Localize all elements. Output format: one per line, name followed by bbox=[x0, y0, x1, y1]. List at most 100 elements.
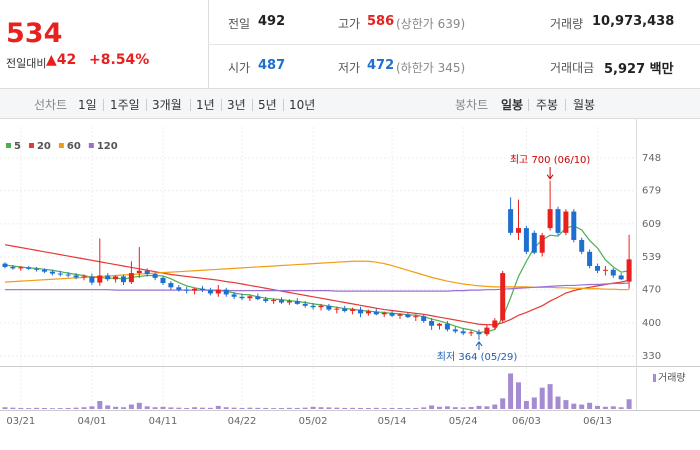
candle-body bbox=[286, 301, 292, 303]
volume-bar bbox=[105, 405, 111, 409]
period-button[interactable]: 3개월 bbox=[152, 98, 182, 112]
candle-body bbox=[271, 300, 277, 302]
x-tick-label: 03/21 bbox=[6, 416, 35, 427]
candle-body bbox=[121, 276, 126, 283]
stat-note: (상한가 639) bbox=[396, 17, 466, 31]
price: 534 bbox=[6, 18, 63, 49]
candle-body bbox=[389, 312, 395, 316]
separator bbox=[190, 99, 191, 111]
legend-swatch bbox=[58, 143, 64, 148]
candle-body bbox=[113, 276, 119, 280]
separator bbox=[565, 99, 566, 111]
separator bbox=[146, 99, 147, 111]
candle-period-button[interactable]: 주봉 bbox=[536, 98, 559, 112]
volume-bar bbox=[89, 406, 95, 409]
volume-bar bbox=[484, 406, 490, 409]
volume-label: 거래량 bbox=[658, 372, 686, 384]
volume-bar bbox=[365, 408, 371, 409]
period-button[interactable]: 5년 bbox=[258, 98, 277, 112]
volume-bar bbox=[563, 400, 569, 409]
candle-body bbox=[263, 299, 269, 302]
candle-body bbox=[342, 308, 348, 311]
stat-value: 586 bbox=[367, 14, 395, 29]
volume-bar bbox=[468, 407, 474, 409]
period-button[interactable]: 3년 bbox=[227, 98, 246, 112]
candle-body bbox=[10, 266, 16, 269]
y-tick-label: 679 bbox=[642, 186, 661, 197]
volume-bar bbox=[531, 397, 537, 409]
volume-bar bbox=[373, 407, 379, 409]
candle-body bbox=[358, 309, 363, 314]
separator bbox=[283, 99, 284, 111]
candle-body bbox=[500, 273, 506, 321]
axis-divider bbox=[0, 410, 700, 411]
candle-body bbox=[602, 269, 608, 271]
y-tick-label: 400 bbox=[642, 318, 661, 329]
volume-bar bbox=[128, 404, 134, 409]
separator bbox=[103, 99, 104, 111]
divider bbox=[208, 44, 700, 45]
candle-body bbox=[587, 251, 593, 266]
volume-bar bbox=[516, 382, 521, 409]
candle-body bbox=[65, 274, 71, 276]
candle-body bbox=[200, 288, 205, 291]
panel-divider bbox=[0, 366, 700, 367]
volume-bar bbox=[144, 406, 150, 409]
change: ▲42 bbox=[46, 52, 77, 68]
candle-body bbox=[444, 323, 450, 330]
volume-bar bbox=[310, 406, 316, 409]
volume-bar bbox=[595, 405, 600, 409]
annotation-arrowhead bbox=[546, 174, 554, 180]
candle-body bbox=[231, 294, 237, 297]
volume-bar bbox=[318, 407, 324, 409]
volume-bar bbox=[476, 405, 482, 409]
candle-body bbox=[523, 228, 529, 252]
candle-body bbox=[579, 239, 585, 252]
volume-bar bbox=[34, 407, 40, 409]
candle-body bbox=[508, 209, 514, 233]
chart: 330 400 470 539 609 679 748 03/21 04/01 04/11 04/2… bbox=[0, 119, 700, 427]
stat-label: 거래대금 bbox=[550, 61, 595, 75]
legend-swatch bbox=[6, 143, 11, 148]
candle-body bbox=[160, 277, 166, 284]
candle-body bbox=[610, 269, 616, 276]
volume-bar bbox=[207, 407, 213, 409]
high-annotation: 최고 700 (06/10) bbox=[510, 154, 591, 166]
legend-label: 20 bbox=[37, 141, 51, 152]
stat-value: 487 bbox=[258, 58, 286, 73]
candle-period-button[interactable]: 월봉 bbox=[573, 98, 596, 112]
volume-bar bbox=[610, 406, 616, 409]
candle-period-button[interactable]: 일봉 bbox=[501, 98, 524, 112]
candle-body bbox=[168, 283, 174, 288]
period-button[interactable]: 1일 bbox=[78, 98, 97, 112]
candle-body bbox=[539, 235, 545, 253]
volume-bar bbox=[57, 408, 63, 409]
volume-bar bbox=[168, 407, 174, 409]
candle-body bbox=[468, 332, 474, 334]
stat-value: 492 bbox=[258, 14, 286, 29]
x-tick-label: 06/03 bbox=[512, 416, 541, 427]
legend-label: 120 bbox=[97, 141, 118, 152]
stat-label: 고가 bbox=[338, 17, 361, 31]
volume-bar bbox=[452, 407, 458, 409]
candle-body bbox=[531, 232, 537, 253]
volume-bar bbox=[358, 407, 363, 409]
volume-bar bbox=[65, 407, 71, 409]
legend-swatch bbox=[653, 374, 656, 382]
period-button[interactable]: 1주일 bbox=[110, 98, 140, 112]
volume-bar bbox=[326, 407, 332, 409]
volume-bar bbox=[547, 384, 553, 409]
candle-body bbox=[128, 273, 134, 283]
volume-bar bbox=[444, 406, 450, 409]
period-button[interactable]: 10년 bbox=[289, 98, 316, 112]
y-tick-label: 609 bbox=[642, 219, 661, 230]
y-tick-label: 539 bbox=[642, 252, 661, 263]
candle-body bbox=[484, 327, 490, 335]
candle-body bbox=[350, 309, 356, 311]
period-button[interactable]: 1년 bbox=[196, 98, 215, 112]
candle-body bbox=[207, 290, 213, 294]
volume-bar bbox=[492, 404, 498, 409]
volume-bar bbox=[239, 407, 245, 409]
candle-body bbox=[365, 311, 371, 314]
